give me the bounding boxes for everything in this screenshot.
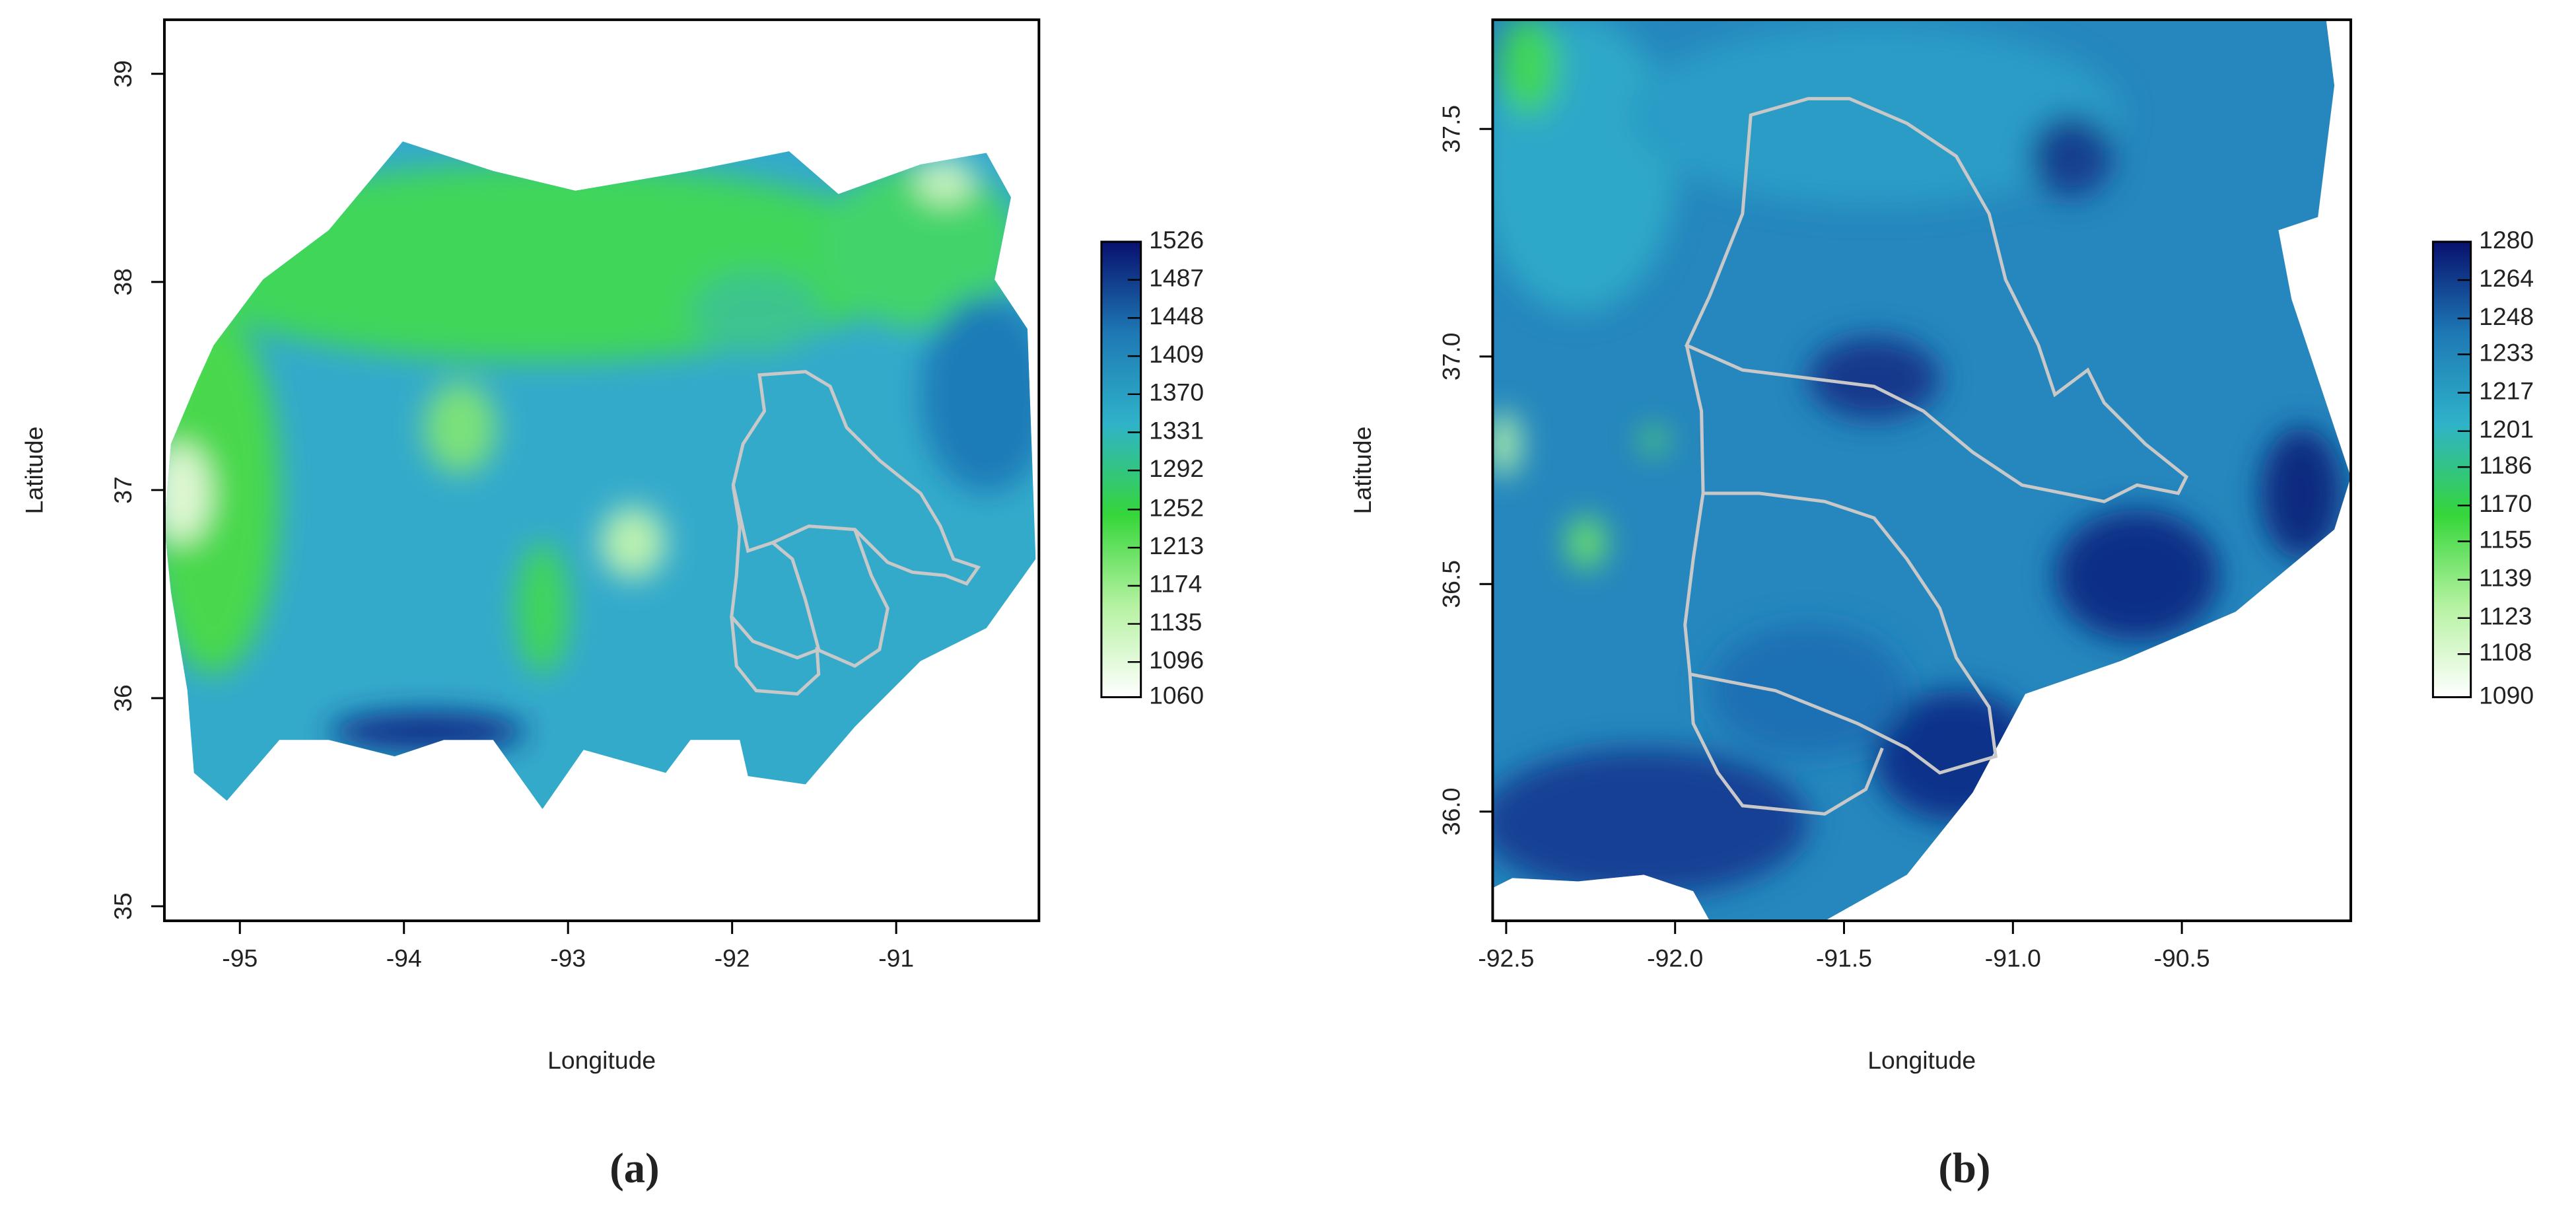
colorbar-tick-label: 1096 [1149,646,1204,674]
y-tick-label: 37.0 [1438,332,1465,380]
y-tick-label: 36.0 [1438,787,1465,836]
x-tick-label: -92.5 [1478,945,1534,972]
colorbar-tick-label: 1448 [1149,302,1204,330]
raster-a [164,141,1036,809]
x-tick-label: -91 [878,945,914,972]
colorbar-tick-label: 1370 [1149,378,1204,406]
colorbar-tick-label: 1090 [2479,681,2534,709]
raster-b [1492,19,2351,921]
x-tick-label: -90.5 [2154,945,2210,972]
x-tick-label: -95 [222,945,258,972]
plot-frame [162,18,1041,923]
y-tick-label: 37.5 [1438,105,1465,153]
colorbar-tick-label: 1252 [1149,493,1204,521]
y-axis-title: Latitude [20,427,48,515]
colorbar-tick-label: 1123 [2479,602,2532,630]
y-tick-label: 35 [109,892,137,920]
colorbar-tick-label: 1201 [2479,415,2534,443]
colorbar-tick-label: 1233 [2479,338,2534,366]
colorbar-tick-label: 1280 [2479,226,2534,254]
colorbar-tick-label: 1060 [1149,681,1204,709]
y-tick-label: 37 [109,476,137,504]
colorbar-tick-label: 1409 [1149,340,1204,368]
y-axis-title: Latitude [1348,427,1376,515]
plot-frame [1491,18,2352,923]
x-axis-title: Longitude [547,1046,656,1074]
x-tick-label: -93 [550,945,586,972]
colorbar-tick-label: 1174 [1149,570,1202,598]
colorbar-tick-label: 1155 [2479,525,2532,553]
y-tick-label: 36.5 [1438,560,1465,608]
x-tick-label: -91.5 [1816,945,1872,972]
caption: (a) [609,1144,659,1192]
y-tick-label: 38 [109,268,137,296]
colorbar-tick-label: 1213 [1149,532,1204,559]
colorbar-tick-label: 1264 [2479,264,2534,292]
x-tick-label: -92.0 [1647,945,1703,972]
colorbar-tick-label: 1186 [2479,451,2532,479]
colorbar-tick-label: 1526 [1149,226,1204,254]
colorbar-tick-label: 1292 [1149,454,1204,482]
colorbar-tick-label: 1170 [2479,489,2532,517]
colorbar [1100,240,1142,699]
colorbar-tick-label: 1135 [1149,608,1202,635]
colorbar-tick-label: 1108 [2479,638,2532,666]
x-tick-label: -94 [386,945,422,972]
colorbar-tick-label: 1217 [2479,376,2534,404]
y-tick-label: 39 [109,60,137,88]
colorbar-tick-label: 1248 [2479,303,2534,330]
x-tick-label: -91.0 [1985,945,2041,972]
watershed-outlines-a [730,370,981,696]
colorbar-tick-label: 1139 [2479,564,2532,592]
x-axis-title: Longitude [1867,1046,1976,1074]
y-tick-label: 36 [109,684,137,712]
colorbar-tick-label: 1487 [1149,264,1204,292]
caption: (b) [1938,1144,1990,1192]
colorbar [2431,240,2472,699]
watershed-outlines-b [1683,96,2189,816]
colorbar-tick-label: 1331 [1149,416,1204,444]
x-tick-label: -92 [714,945,750,972]
